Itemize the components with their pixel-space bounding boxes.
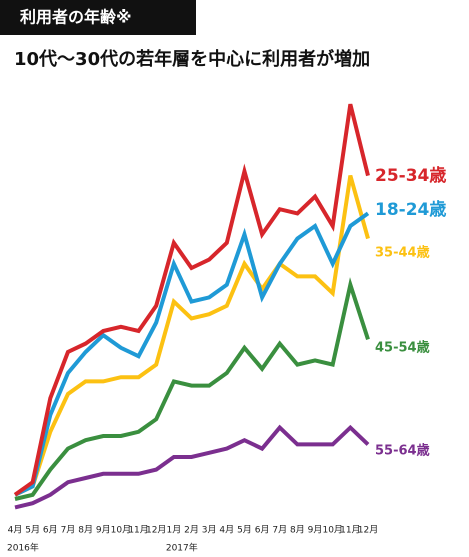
series-label: 35-44歳 <box>375 245 430 261</box>
x-tick-label: 1月 <box>166 525 181 536</box>
x-tick-label: 10月 <box>322 525 342 536</box>
x-tick-label: 3月 <box>202 525 217 536</box>
x-tick-label: 2月 <box>184 525 199 536</box>
x-tick-label: 12月 <box>146 525 166 536</box>
x-tick-label: 12月 <box>358 525 378 536</box>
x-tick-label: 9月 <box>96 525 111 536</box>
x-tick-label: 10月 <box>111 525 131 536</box>
line <box>14 211 370 497</box>
line <box>14 175 370 497</box>
line <box>14 424 370 510</box>
x-tick-label: 6月 <box>255 525 270 536</box>
x-tick-label: 6月 <box>43 525 58 536</box>
series-label: 18-24歳 <box>375 199 446 220</box>
x-tick-label: 5月 <box>25 525 40 536</box>
x-tick-label: 8月 <box>290 525 305 536</box>
chart-title: 10代～30代の若年層を中心に利用者が増加 <box>14 48 370 70</box>
x-tick-label: 9月 <box>308 525 323 536</box>
series-label: 55-64歳 <box>375 443 430 459</box>
line <box>14 277 370 501</box>
x-tick-label: 11月 <box>128 525 148 536</box>
x-tick-label: 7月 <box>272 525 287 536</box>
x-tick-label: 11月 <box>340 525 360 536</box>
year-label: 2016年 <box>7 542 39 554</box>
x-tick-label: 4月 <box>219 525 234 536</box>
year-label: 2017年 <box>166 542 198 554</box>
x-tick-label: 5月 <box>237 525 252 536</box>
series-label: 25-34歳 <box>375 165 446 186</box>
x-tick-label: 8月 <box>78 525 93 536</box>
line <box>13 103 370 497</box>
x-tick-label: 7月 <box>61 525 76 536</box>
x-tick-label: 4月 <box>8 525 23 536</box>
series-label: 45-54歳 <box>375 340 430 356</box>
header: 利用者の年齢※ <box>20 8 132 27</box>
header-box <box>0 0 196 35</box>
